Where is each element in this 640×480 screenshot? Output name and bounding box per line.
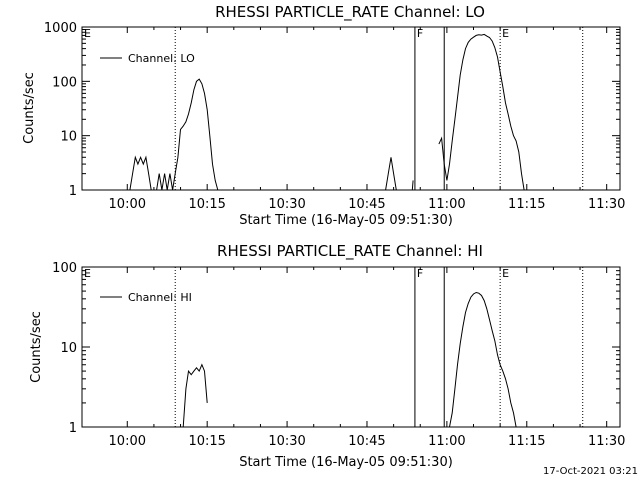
marker-label: E (84, 27, 91, 40)
x-tick-label: 10:45 (348, 434, 385, 449)
marker-label: E (502, 267, 509, 280)
legend-label: Channel: HI (128, 291, 192, 304)
series-line (182, 363, 208, 428)
panel-lo: RHESSI PARTICLE_RATE Channel: LO Start T… (22, 3, 625, 228)
x-tick-label: 10:30 (268, 197, 305, 212)
x-axis-label: Start Time (16-May-05 09:51:30) (239, 213, 453, 228)
legend-label: Channel: LO (128, 52, 195, 65)
series-line (156, 78, 219, 191)
panel-hi: RHESSI PARTICLE_RATE Channel: HI Start T… (29, 242, 625, 470)
series-line (438, 33, 525, 191)
x-tick-label: 11:30 (588, 197, 625, 212)
y-tick-label: 10 (60, 341, 77, 356)
plot-frame (81, 26, 621, 191)
y-axis-label: Counts/sec (29, 311, 44, 383)
x-axis-label: Start Time (16-May-05 09:51:30) (239, 455, 453, 470)
series-line (385, 157, 397, 191)
chart-title: RHESSI PARTICLE_RATE Channel: LO (215, 3, 485, 22)
x-tick-label: 11:30 (588, 434, 625, 449)
chart-title: RHESSI PARTICLE_RATE Channel: HI (217, 242, 483, 261)
x-tick-label: 10:15 (188, 197, 225, 212)
y-tick-label: 100 (52, 261, 77, 276)
marker-label: F (417, 27, 423, 40)
series-line (411, 180, 414, 191)
y-tick-label: 1 (69, 421, 77, 436)
marker-label: E (84, 267, 91, 280)
x-tick-label: 10:00 (109, 434, 146, 449)
x-tick-label: 10:00 (109, 197, 146, 212)
series-line (129, 155, 152, 191)
y-axis-label: Counts/sec (22, 72, 37, 144)
footer-timestamp: 17-Oct-2021 03:21 (543, 466, 638, 477)
y-tick-label: 10 (60, 130, 77, 145)
x-tick-label: 10:30 (268, 434, 305, 449)
x-tick-label: 11:15 (508, 434, 545, 449)
y-tick-label: 1000 (44, 21, 77, 36)
marker-label: F (417, 267, 423, 280)
x-tick-label: 10:45 (348, 197, 385, 212)
x-tick-label: 11:15 (508, 197, 545, 212)
x-tick-label: 11:00 (428, 197, 465, 212)
y-tick-label: 1 (69, 184, 77, 199)
x-tick-label: 10:15 (188, 434, 225, 449)
marker-label: E (502, 27, 509, 40)
y-tick-label: 100 (52, 75, 77, 90)
x-tick-label: 11:00 (428, 434, 465, 449)
series-line (449, 291, 517, 428)
